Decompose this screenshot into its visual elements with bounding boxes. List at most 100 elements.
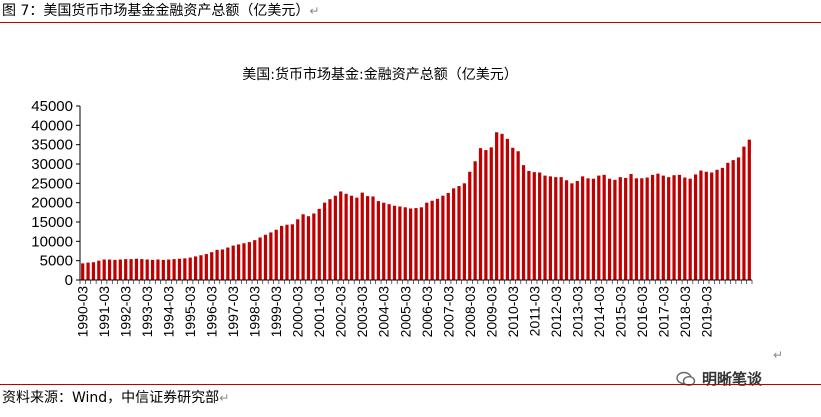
bar bbox=[602, 174, 606, 280]
x-tick-label: 1998-03 bbox=[247, 286, 263, 338]
bar bbox=[457, 186, 461, 280]
bar bbox=[720, 167, 725, 280]
bar bbox=[489, 147, 493, 280]
bar bbox=[113, 259, 117, 280]
bar bbox=[107, 259, 112, 280]
bar bbox=[414, 208, 418, 280]
bar bbox=[656, 173, 660, 280]
bar bbox=[124, 259, 128, 280]
bar bbox=[210, 252, 214, 280]
x-tick-label: 2002-03 bbox=[333, 286, 349, 338]
bar bbox=[683, 177, 687, 280]
bar bbox=[548, 176, 553, 280]
x-tick-label: 1997-03 bbox=[225, 286, 241, 338]
bar bbox=[193, 256, 198, 280]
bar bbox=[409, 208, 413, 280]
bar bbox=[102, 259, 106, 280]
bar bbox=[172, 259, 176, 280]
x-tick-label: 2012-03 bbox=[548, 286, 564, 338]
bar bbox=[344, 193, 348, 280]
bar bbox=[156, 259, 160, 280]
bar bbox=[559, 177, 563, 280]
x-tick-label: 2010-03 bbox=[505, 286, 521, 338]
bar bbox=[564, 180, 569, 280]
bar bbox=[339, 191, 343, 280]
bar bbox=[360, 192, 364, 280]
bar bbox=[403, 207, 407, 280]
x-tick-label: 1999-03 bbox=[268, 286, 284, 338]
bar bbox=[532, 172, 536, 280]
bar bbox=[597, 175, 601, 280]
source-return-mark: ↵ bbox=[219, 391, 230, 405]
bar bbox=[91, 262, 96, 280]
x-tick-label: 2000-03 bbox=[290, 286, 306, 338]
bar bbox=[236, 244, 241, 280]
x-tick-label: 2019-03 bbox=[698, 286, 714, 338]
bar bbox=[731, 160, 735, 280]
bar bbox=[382, 202, 386, 280]
bar bbox=[183, 258, 187, 280]
bar bbox=[473, 161, 477, 280]
bar bbox=[215, 249, 219, 280]
bar bbox=[231, 245, 235, 280]
bar bbox=[538, 172, 542, 280]
bar bbox=[279, 225, 284, 280]
x-tick-label: 2004-03 bbox=[376, 286, 392, 338]
bar bbox=[677, 174, 682, 280]
bar bbox=[511, 147, 515, 280]
bar bbox=[736, 157, 741, 280]
bar bbox=[521, 165, 526, 280]
x-tick-label: 2001-03 bbox=[311, 286, 327, 338]
bar bbox=[371, 196, 375, 280]
x-tick-label: 2015-03 bbox=[612, 286, 628, 338]
bar bbox=[607, 178, 612, 280]
x-tick-label: 1993-03 bbox=[139, 286, 155, 338]
bar bbox=[188, 257, 192, 280]
bar bbox=[484, 150, 488, 280]
bar bbox=[629, 174, 633, 280]
bar bbox=[500, 133, 504, 280]
bar bbox=[618, 177, 622, 280]
bar bbox=[446, 193, 450, 280]
x-tick-label: 2016-03 bbox=[634, 286, 650, 338]
source-text: 资料来源：Wind，中信证券研究部 bbox=[2, 390, 220, 406]
y-tick-label: 15000 bbox=[31, 214, 73, 231]
bar bbox=[505, 138, 510, 280]
caption-rule bbox=[0, 22, 821, 23]
y-tick-label: 20000 bbox=[31, 195, 73, 212]
y-tick-label: 30000 bbox=[31, 156, 73, 173]
bar bbox=[586, 178, 590, 280]
x-tick-label: 2003-03 bbox=[354, 286, 370, 338]
bar bbox=[661, 175, 665, 280]
x-tick-label: 1996-03 bbox=[204, 286, 220, 338]
y-tick-label: 5000 bbox=[40, 253, 73, 270]
bar bbox=[285, 224, 289, 280]
figure-caption-text: 图 7：美国货币市场基金金融资产总额（亿美元） bbox=[2, 3, 310, 19]
x-tick-label: 1995-03 bbox=[182, 286, 198, 338]
return-mark: ↵ bbox=[309, 4, 320, 18]
bar bbox=[715, 169, 719, 280]
bar bbox=[323, 202, 327, 280]
bar bbox=[645, 177, 649, 280]
x-tick-label: 1990-03 bbox=[75, 286, 91, 338]
bar bbox=[640, 178, 644, 280]
bar bbox=[204, 254, 208, 280]
bar bbox=[419, 207, 423, 280]
bar bbox=[591, 178, 596, 280]
x-tick-label: 1991-03 bbox=[96, 286, 112, 338]
bar bbox=[86, 262, 90, 280]
bar bbox=[435, 198, 440, 280]
bar bbox=[220, 249, 225, 280]
bar bbox=[441, 195, 445, 280]
bar bbox=[527, 170, 531, 280]
bar bbox=[667, 177, 671, 280]
bar bbox=[452, 188, 456, 280]
bar bbox=[478, 148, 483, 280]
figure-caption: 图 7：美国货币市场基金金融资产总额（亿美元）↵ bbox=[2, 2, 319, 20]
bar bbox=[333, 195, 337, 280]
x-tick-label: 2018-03 bbox=[677, 286, 693, 338]
bar bbox=[140, 259, 144, 280]
bar bbox=[134, 258, 139, 280]
bar bbox=[516, 151, 520, 280]
watermark: 明晰笔谈 bbox=[676, 368, 762, 389]
